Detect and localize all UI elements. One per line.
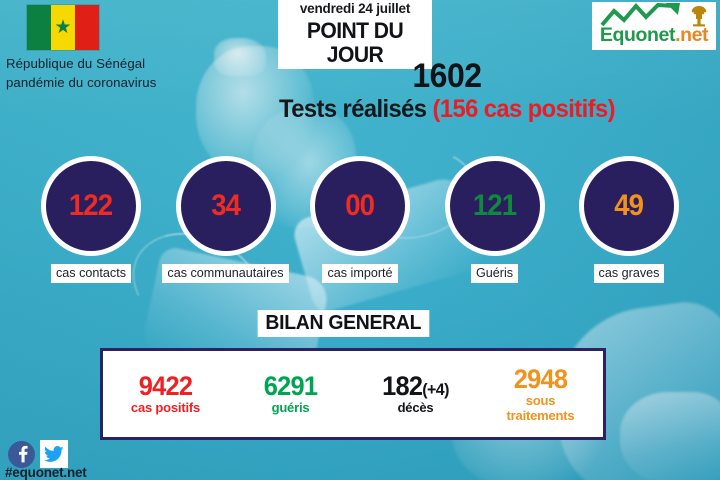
circle-shape: 121 <box>444 156 545 256</box>
senegal-flag-icon: ★ <box>26 4 100 51</box>
flag-band-yellow: ★ <box>51 5 75 50</box>
bilan-general-title: BILAN GENERAL <box>257 310 429 337</box>
report-date: vendredi 24 juillet <box>299 1 411 16</box>
bilan-label: guéris <box>271 400 310 416</box>
bilan-item-sous-traitements: 2948 sous traitements <box>478 365 603 423</box>
circle-value: 49 <box>614 189 645 222</box>
bilan-item-cas-positifs: 9422 cas positifs <box>103 372 228 416</box>
country-line-1: République du Sénégal <box>6 56 146 71</box>
stat-circle-cas-graves[interactable]: 49 cas graves <box>568 156 690 284</box>
flag-band-green <box>27 5 51 50</box>
bilan-item-deces: 182(+4) décès <box>353 372 478 416</box>
circle-shape: 49 <box>579 156 679 256</box>
headline-block: 1602 Tests réalisés (156 cas positifs) <box>212 58 682 124</box>
circle-value: 34 <box>211 189 241 222</box>
circle-value: 00 <box>345 189 376 222</box>
flag-band-red <box>75 5 99 50</box>
logo-name-main: Equonet <box>599 24 676 46</box>
bilan-number: 9422 <box>138 371 193 402</box>
flag-star-icon: ★ <box>54 16 72 38</box>
logo-graphic <box>594 3 714 27</box>
circle-shape: 122 <box>41 156 141 256</box>
country-line-2: pandémie du coronavirus <box>6 75 157 91</box>
stat-circle-gueris[interactable]: 121 Guéris <box>434 156 556 284</box>
hashtag-label: #equonet.net <box>5 465 87 480</box>
tests-count: 1602 <box>412 57 482 95</box>
bilan-number: 182 <box>382 371 423 402</box>
growth-arrow-icon <box>600 3 680 27</box>
circle-label: cas graves <box>593 264 665 284</box>
circle-value: 122 <box>69 189 113 222</box>
tests-label: Tests réalisés <box>279 95 427 124</box>
bilan-label: décès <box>397 400 434 416</box>
stat-circle-cas-contacts[interactable]: 122 cas contacts <box>30 156 152 284</box>
bilan-delta: (+4) <box>422 380 449 400</box>
bilan-number: 2948 <box>513 363 568 394</box>
bilan-general-panel: 9422 cas positifs 6291 guéris 182(+4) dé… <box>100 348 606 440</box>
facebook-glyph <box>18 445 28 463</box>
logo-wordmark: Equonet.net <box>594 24 714 46</box>
twitter-icon[interactable] <box>40 440 68 468</box>
bilan-number: 6291 <box>263 371 318 402</box>
stat-circle-cas-communautaires[interactable]: 34 cas communautaires <box>162 156 289 284</box>
report-title-card: vendredi 24 juillet POINT DU JOUR <box>278 0 432 70</box>
logo-name-tld: .net <box>675 24 709 46</box>
bilan-label: cas positifs <box>130 400 201 416</box>
bilan-label: sous traitements <box>506 392 575 423</box>
circle-label: cas contacts <box>51 264 131 284</box>
facebook-icon[interactable] <box>8 440 35 468</box>
glove-shape-b <box>620 392 720 480</box>
bilan-number-group: 182(+4) <box>359 372 473 400</box>
equonet-logo[interactable]: Equonet.net <box>592 2 716 50</box>
stat-circles-row: 122 cas contacts 34 cas communautaires 0… <box>30 156 690 284</box>
circle-label: cas communautaires <box>162 264 289 284</box>
bilan-item-gueris: 6291 guéris <box>228 372 353 416</box>
circle-value: 121 <box>472 189 517 222</box>
social-links <box>8 440 68 468</box>
circle-shape: 00 <box>310 156 410 256</box>
baobab-tree-icon <box>691 6 707 27</box>
stat-circle-cas-importe[interactable]: 00 cas importé <box>299 156 421 284</box>
circle-shape: 34 <box>175 156 276 256</box>
positive-cases-label: (156 cas positifs) <box>432 95 615 124</box>
tests-summary: Tests réalisés (156 cas positifs) <box>224 95 671 124</box>
circle-label: Guéris <box>470 264 519 284</box>
country-caption: République du Sénégal pandémie du corona… <box>6 54 216 92</box>
page-title: POINT DU JOUR <box>306 17 404 67</box>
twitter-bird-glyph <box>44 445 64 462</box>
circle-label: cas importé <box>322 264 398 284</box>
